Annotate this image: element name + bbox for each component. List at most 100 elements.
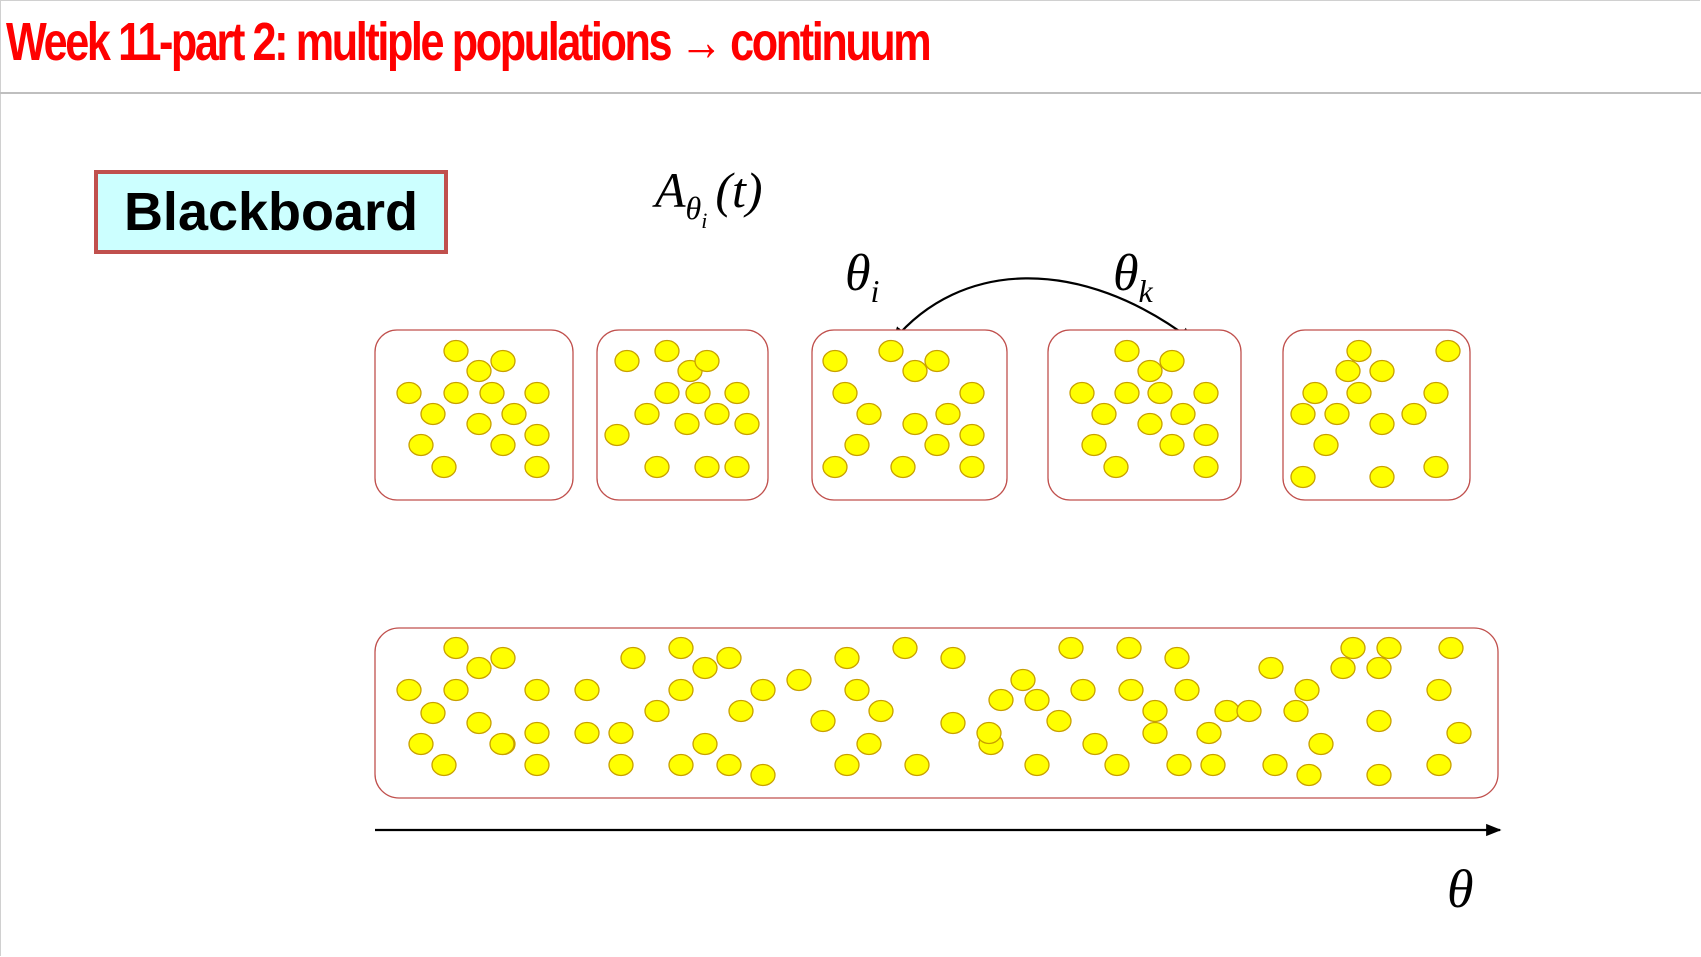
neuron-dot [716, 646, 742, 670]
neuron-dot [822, 455, 848, 479]
neuron-dot [940, 646, 966, 670]
neuron-dot [1308, 732, 1334, 756]
neuron-dot [396, 678, 422, 702]
neuron-dot [959, 455, 985, 479]
neuron-dot [644, 455, 670, 479]
neuron-dot [1196, 721, 1222, 745]
neuron-dot [856, 732, 882, 756]
neuron-dot [1010, 668, 1036, 692]
neuron-dot [524, 381, 550, 405]
neuron-dot [844, 433, 870, 457]
neuron-dot [1369, 359, 1395, 383]
neuron-dot [1116, 636, 1142, 660]
neuron-dot [1069, 381, 1095, 405]
neuron-dot [1166, 753, 1192, 777]
neuron-dot [1401, 402, 1427, 426]
neuron-dot [1114, 381, 1140, 405]
neuron-dot [728, 699, 754, 723]
neuron-dot [1200, 753, 1226, 777]
neuron-dot [734, 412, 760, 436]
neuron-dot [1366, 763, 1392, 787]
neuron-dot [724, 455, 750, 479]
neuron-dot [1142, 699, 1168, 723]
neuron-dot [608, 753, 634, 777]
neuron-dot [1369, 412, 1395, 436]
neuron-dot [924, 433, 950, 457]
neuron-dot [1290, 402, 1316, 426]
theta-i-symbol: θ [845, 245, 871, 302]
neuron-dot [1159, 433, 1185, 457]
neuron-dot [892, 636, 918, 660]
neuron-dot [1346, 339, 1372, 363]
neuron-dot [1262, 753, 1288, 777]
neuron-dot [524, 678, 550, 702]
neuron-dot [668, 753, 694, 777]
neuron-dot [1435, 339, 1461, 363]
neuron-dot [524, 721, 550, 745]
neuron-dot [1137, 412, 1163, 436]
neuron-dot [1335, 359, 1361, 383]
theta-k-symbol: θ [1113, 245, 1139, 302]
neuron-dot [574, 678, 600, 702]
neuron-dot [634, 402, 660, 426]
neuron-dot [1340, 636, 1366, 660]
neuron-dot [524, 455, 550, 479]
neuron-dot [614, 349, 640, 373]
neuron-dot [524, 423, 550, 447]
neuron-dot [1142, 721, 1168, 745]
neuron-dot [490, 349, 516, 373]
slide-title: Week 11-part 2: multiple populations → c… [6, 12, 932, 72]
neuron-dot [959, 423, 985, 447]
neuron-dot [466, 656, 492, 680]
neuron-dot [490, 433, 516, 457]
neuron-dot [489, 732, 515, 756]
neuron-dot [1070, 678, 1096, 702]
neuron-dot [1024, 753, 1050, 777]
neuron-dot [1193, 423, 1219, 447]
neuron-dot [408, 433, 434, 457]
neuron-dot [1137, 359, 1163, 383]
neuron-dot [644, 699, 670, 723]
neuron-dot [1058, 636, 1084, 660]
neuron-dot [443, 381, 469, 405]
neuron-dots [396, 339, 1472, 787]
neuron-dot [1193, 381, 1219, 405]
theta-k-label: θk [1113, 245, 1154, 309]
neuron-dot [902, 359, 928, 383]
neuron-dot [604, 423, 630, 447]
theta-i-label: θi [845, 245, 879, 309]
neuron-dot [466, 711, 492, 735]
axis-theta-label: θ [1447, 859, 1474, 919]
neuron-dot [1091, 402, 1117, 426]
neuron-dot [904, 753, 930, 777]
neuron-dot [1283, 699, 1309, 723]
neuron-dot [431, 753, 457, 777]
title-divider [0, 92, 1701, 94]
neuron-dot [988, 688, 1014, 712]
neuron-dot [694, 455, 720, 479]
activity-arg: (t) [715, 162, 762, 218]
neuron-dot [1296, 763, 1322, 787]
neuron-dot [935, 402, 961, 426]
neuron-dot [1104, 753, 1130, 777]
neuron-dot [1236, 699, 1262, 723]
neuron-dot [443, 678, 469, 702]
neuron-dot [834, 646, 860, 670]
neuron-dot [408, 732, 434, 756]
neuron-dot [1438, 636, 1464, 660]
neuron-dot [1346, 381, 1372, 405]
neuron-dot [396, 381, 422, 405]
neuron-dot [940, 711, 966, 735]
neuron-dot [1330, 656, 1356, 680]
neuron-dot [443, 339, 469, 363]
neuron-dot [1174, 678, 1200, 702]
blackboard-badge: Blackboard [94, 170, 448, 254]
neuron-dot [878, 339, 904, 363]
neuron-dot [443, 636, 469, 660]
neuron-dot [750, 678, 776, 702]
coupling-arrow [892, 277, 1195, 343]
neuron-dot [479, 381, 505, 405]
neuron-dot [1024, 688, 1050, 712]
neuron-dot [668, 636, 694, 660]
neuron-dot [431, 455, 457, 479]
